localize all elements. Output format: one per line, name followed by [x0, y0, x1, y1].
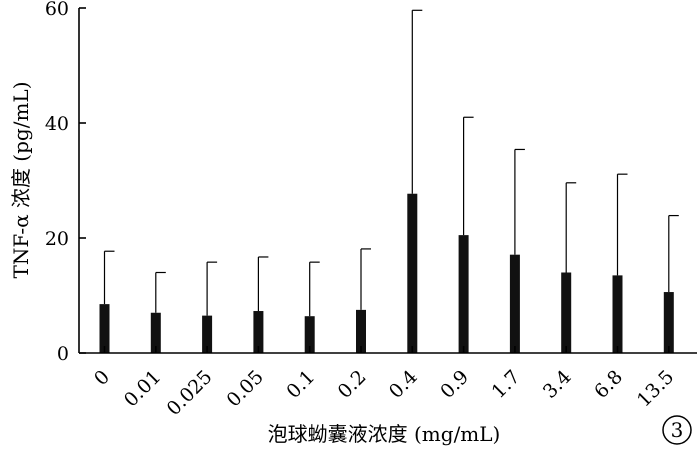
x-tick-label: 0	[90, 366, 114, 390]
bar	[561, 272, 572, 353]
x-tick-label: 13.5	[633, 366, 678, 411]
bar	[663, 292, 674, 353]
x-axis-ticks: 0 0.010.025 0.05 0.1 0.2 0.4 0.9 1.7 3.4 6.8 13.5	[90, 346, 678, 420]
panel-badge-label: 3	[671, 418, 684, 442]
y-axis-ticks: 0 20 40 60	[45, 0, 86, 365]
x-tick-label: 0.2	[334, 366, 371, 403]
x-tick-label: 0.4	[385, 366, 422, 403]
panel-badge-circle	[662, 415, 692, 445]
bar	[253, 311, 264, 353]
y-tick-label: 20	[45, 228, 69, 250]
bar	[202, 315, 213, 353]
plot-area	[99, 9, 679, 353]
bar	[612, 275, 623, 353]
bar	[458, 235, 469, 353]
y-tick-label: 60	[45, 0, 69, 20]
y-axis-title: TNF-α 浓度 (pg/mL)	[9, 82, 33, 279]
y-tick-label: 40	[45, 113, 69, 135]
bar	[356, 309, 366, 353]
panel-badge: 3	[662, 415, 692, 445]
axes	[78, 8, 697, 354]
x-tick-label: 0.05	[222, 366, 267, 411]
y-tick-label: 0	[57, 343, 69, 365]
x-tick-label: 6.8	[590, 366, 627, 403]
x-tick-label: 1.7	[488, 366, 525, 403]
x-tick-label: 0.025	[163, 366, 217, 420]
bar	[150, 312, 161, 353]
x-tick-label: 0.01	[120, 366, 165, 411]
bar	[304, 316, 315, 353]
x-tick-label: 0.1	[282, 366, 319, 403]
x-axis-title: 泡球蚴囊液浓度 (mg/mL)	[268, 422, 501, 446]
bar	[99, 304, 110, 353]
x-tick-label: 0.9	[436, 366, 473, 403]
bar	[509, 254, 520, 353]
x-tick-label: 3.4	[539, 366, 576, 403]
bar	[407, 193, 418, 353]
